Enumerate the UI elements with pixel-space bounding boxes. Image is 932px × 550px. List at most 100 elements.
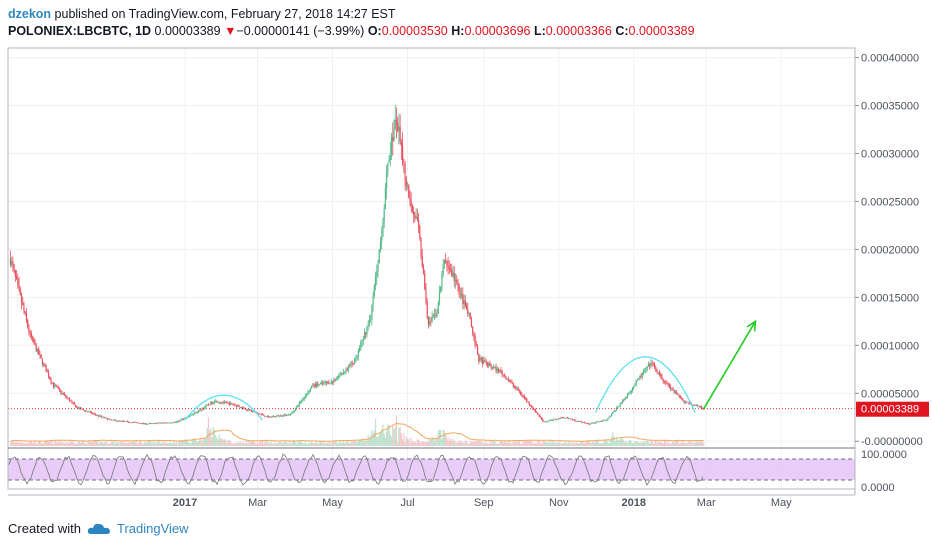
- candle-body: [20, 294, 23, 303]
- volume-bar: [432, 438, 434, 446]
- candle-body: [130, 422, 132, 424]
- candle-body: [501, 371, 503, 375]
- volume-bar: [647, 442, 650, 446]
- candle-body: [213, 402, 216, 403]
- volume-bar: [454, 442, 457, 446]
- volume-bar: [453, 439, 455, 446]
- volume-bar: [486, 443, 489, 446]
- volume-bar: [170, 442, 173, 446]
- candle-body: [639, 375, 641, 379]
- candle-body: [623, 399, 625, 401]
- volume-bar: [701, 442, 704, 446]
- candle-body: [233, 404, 235, 406]
- candle-body: [411, 206, 414, 211]
- candle-body: [142, 423, 144, 424]
- arrow-head: [746, 319, 757, 332]
- volume-bar: [459, 441, 461, 446]
- volume-bar: [381, 429, 383, 446]
- volume-bar: [258, 443, 260, 446]
- candle-body: [121, 420, 123, 422]
- candle-body: [458, 284, 460, 295]
- volume-bar: [534, 443, 536, 446]
- volume-bar: [247, 443, 249, 446]
- volume-bar: [485, 441, 487, 446]
- candle-body: [688, 402, 690, 405]
- volume-bar: [274, 441, 276, 446]
- volume-bar: [127, 442, 130, 446]
- volume-bar: [563, 443, 565, 446]
- candle-body: [13, 265, 15, 271]
- candle-body: [436, 313, 438, 316]
- candle-body: [362, 339, 364, 342]
- candle-body: [99, 415, 101, 417]
- volume-bar: [138, 441, 141, 446]
- volume-bar: [400, 433, 402, 446]
- tradingview-cloud-icon: [87, 523, 110, 534]
- volume-bar: [179, 441, 181, 446]
- candle-body: [523, 396, 525, 398]
- chart-frame: [7, 47, 856, 496]
- candle-body: [232, 403, 234, 405]
- candle-body: [661, 375, 663, 380]
- volume-bar: [272, 443, 275, 446]
- candle-body: [92, 413, 94, 415]
- volume-bar: [125, 443, 127, 446]
- candle-body: [196, 412, 198, 414]
- volume-bar: [536, 443, 538, 446]
- volume-bar: [389, 434, 391, 446]
- volume-bar: [667, 441, 669, 446]
- volume-bar: [658, 441, 661, 446]
- candle-body: [429, 321, 431, 325]
- candle-body: [613, 411, 615, 413]
- candle-body: [579, 421, 581, 422]
- volume-bar: [237, 442, 239, 446]
- volume-bar: [672, 441, 674, 446]
- candle-body: [609, 416, 611, 417]
- volume-bar: [361, 438, 363, 446]
- candle-body: [152, 423, 154, 424]
- volume-bar: [501, 440, 503, 446]
- volume-bar: [122, 443, 125, 446]
- volume-bar: [494, 441, 496, 446]
- volume-bar: [292, 440, 294, 446]
- candle-body: [377, 263, 379, 272]
- volume-bar: [156, 441, 158, 446]
- candle-body: [31, 337, 34, 339]
- volume-bar: [671, 442, 673, 446]
- candle-body: [220, 402, 222, 404]
- candle-body: [22, 302, 24, 306]
- volume-bar: [285, 442, 287, 446]
- candle-body: [383, 209, 385, 222]
- candle-body: [488, 363, 490, 367]
- price-axis[interactable]: 0.00040000 0.00035000 0.00030000 0.00025000…: [855, 53, 929, 494]
- candle-body: [154, 423, 157, 424]
- volume-bar: [228, 440, 230, 446]
- symbol-label[interactable]: POLONIEX:LBCBTC, 1D: [8, 24, 152, 38]
- volume-bar: [174, 443, 176, 446]
- volume-bar: [211, 437, 213, 446]
- tradingview-logo[interactable]: TradingView: [116, 521, 189, 536]
- volume-bar: [382, 424, 384, 446]
- volume-bar: [323, 441, 325, 446]
- candle-body: [158, 422, 160, 424]
- volume-bar: [522, 440, 524, 446]
- author-link[interactable]: dzekon: [8, 7, 52, 21]
- volume-bar: [478, 440, 480, 446]
- candle-body: [318, 384, 320, 386]
- time-axis[interactable]: 2017 Mar May Jul Sep Nov 2018 Mar May: [173, 497, 792, 509]
- volume-bar: [551, 441, 554, 446]
- volume-bar: [527, 440, 529, 446]
- volume-bar: [39, 440, 41, 446]
- volume-bar: [446, 437, 448, 446]
- volume-bar: [615, 437, 618, 446]
- drawings[interactable]: [184, 319, 757, 421]
- price-tick-label: 0.00030000: [861, 148, 919, 160]
- ohlc-line: POLONIEX:LBCBTC, 1D 0.00003389 ▼−0.00000…: [8, 23, 928, 40]
- volume-bar: [588, 441, 591, 446]
- volume-bar: [178, 440, 180, 446]
- volume-bar: [331, 441, 334, 446]
- volume-bar: [31, 443, 34, 446]
- arc-drawing: [595, 356, 696, 413]
- candle-body: [315, 383, 318, 387]
